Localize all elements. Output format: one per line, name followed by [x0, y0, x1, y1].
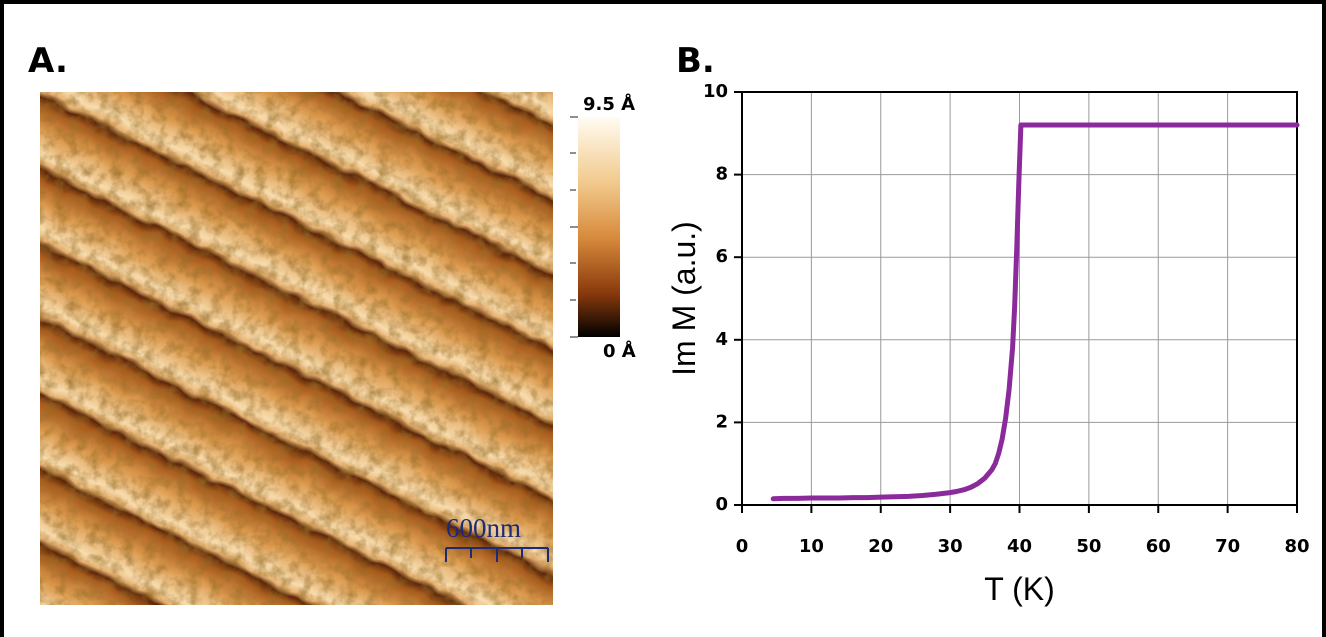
y-tick-label: 6 — [715, 246, 728, 267]
chart: 0 10 20 30 40 50 60 70 80 0 2 4 6 8 10 T (K) Im M (a.u.) — [666, 81, 1310, 607]
panel-label: A. — [28, 41, 68, 81]
x-tick-label: 40 — [1007, 536, 1032, 557]
x-axis-label: T (K) — [984, 571, 1055, 607]
y-axis-label: Im M (a.u.) — [666, 221, 702, 376]
panel-label: B. — [676, 41, 715, 81]
scale-bar — [445, 547, 549, 562]
y-tick-label: 10 — [703, 81, 728, 102]
x-tick-label: 60 — [1146, 536, 1171, 557]
scale-bar-label: 600nm — [446, 513, 521, 543]
y-tick-label: 8 — [715, 164, 728, 185]
afm-image — [40, 92, 553, 605]
x-tick-label: 10 — [799, 536, 824, 557]
colorbar-min: 0 Å — [603, 339, 636, 362]
y-tick-label: 2 — [715, 411, 728, 432]
x-tick-label: 50 — [1076, 536, 1101, 557]
colorbar-max: 9.5 Å — [583, 92, 635, 115]
y-tick-label: 4 — [715, 329, 728, 350]
x-tick-label: 20 — [868, 536, 893, 557]
x-tick-label: 70 — [1215, 536, 1240, 557]
plot-frame — [741, 91, 1298, 506]
y-tick-label: 0 — [715, 494, 728, 515]
x-tick-label: 80 — [1284, 536, 1309, 557]
data-line — [770, 122, 1300, 502]
colorbar-ticks — [570, 116, 578, 338]
x-tick-label: 0 — [736, 536, 749, 557]
colorbar — [578, 117, 620, 337]
x-tick-label: 30 — [938, 536, 963, 557]
